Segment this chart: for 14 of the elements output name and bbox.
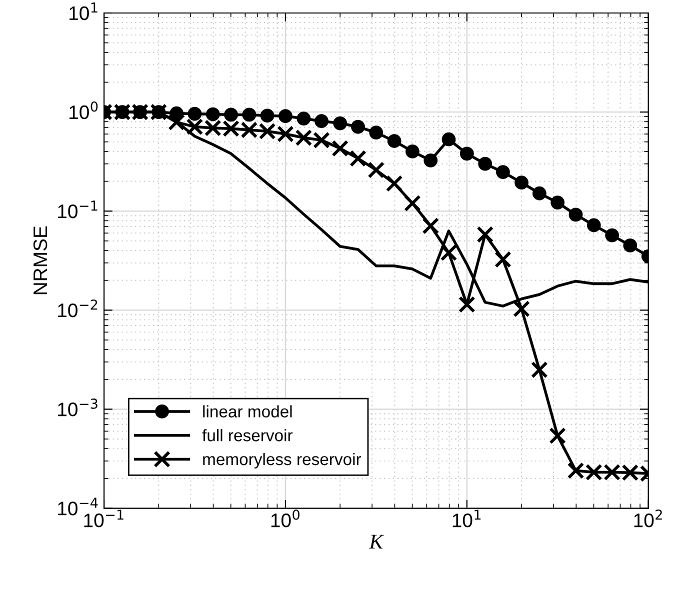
legend-label: full reservoir [202,429,293,442]
x-axis-title: K [369,534,384,548]
y-tick-label: 10$^{−3}$ [58,398,98,416]
y-tick-label: 10$^{1}$ [70,2,98,20]
x-tick-label: 10$^{2}$ [634,510,662,528]
legend-label: linear model [203,405,292,418]
legend-label: memoryless reservoir [203,452,362,468]
x-tick-label: 10$^{−1}$ [84,510,124,528]
y-tick-label: 10$^{0}$ [70,101,98,120]
y-tick-label: 10$^{−2}$ [58,300,98,318]
x-tick-label: 10$^{1}$ [452,510,481,528]
y-axis-title: NRMSE [33,226,48,294]
x-tick-label: 10$^{0}$ [271,510,300,528]
y-tick-label: 10$^{−1}$ [58,200,98,218]
